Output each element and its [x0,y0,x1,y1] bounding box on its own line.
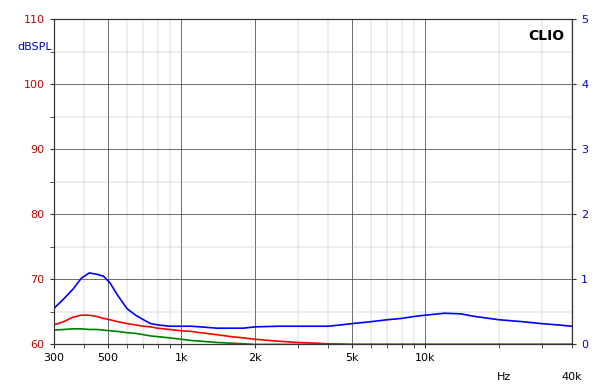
Text: CLIO: CLIO [528,29,564,43]
Text: dBSPL: dBSPL [17,42,52,52]
Text: 40k: 40k [562,372,582,382]
Text: Hz: Hz [496,372,511,382]
